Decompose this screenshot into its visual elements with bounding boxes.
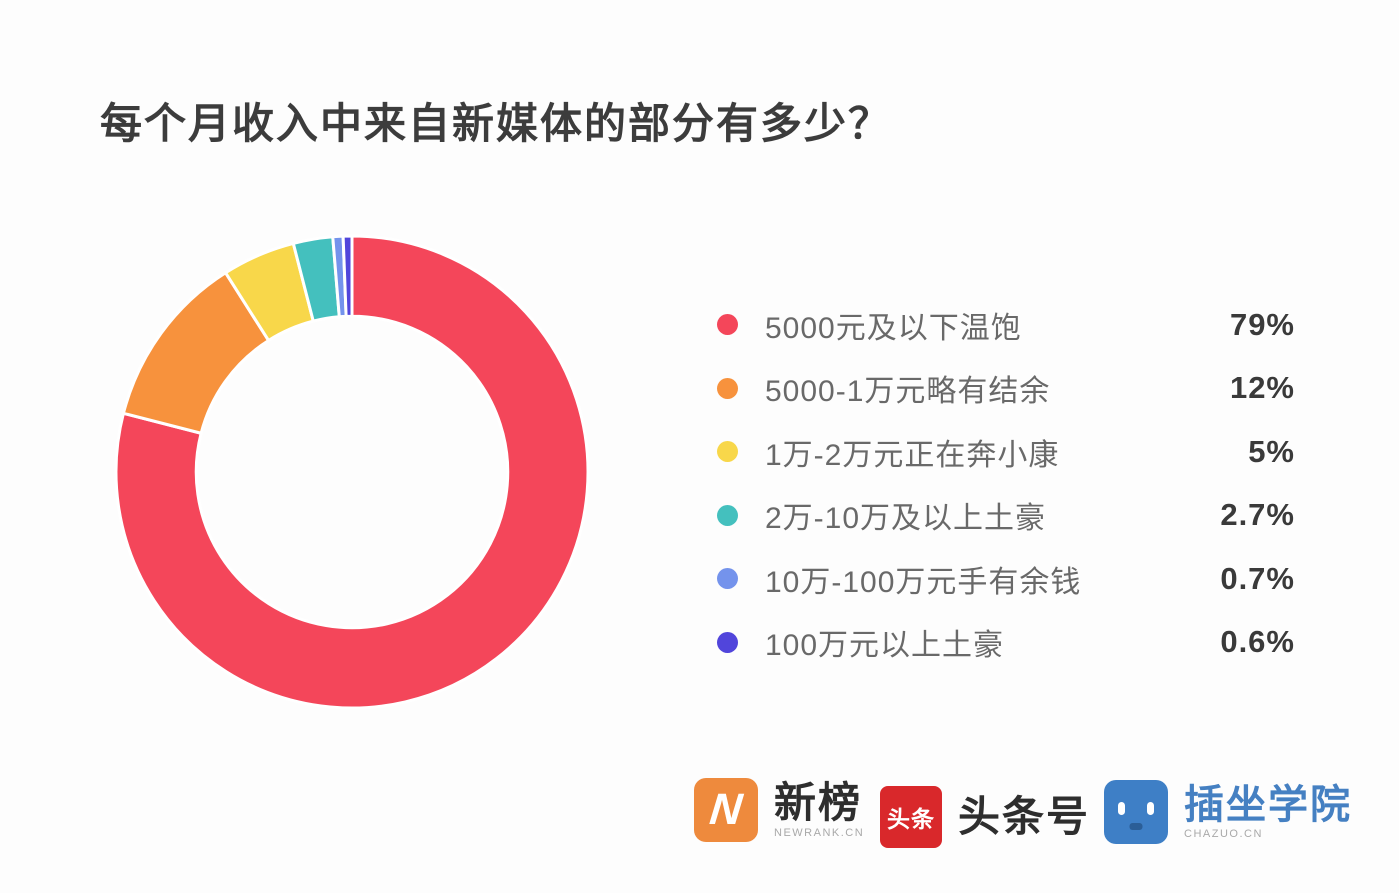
- chart-title: 每个月收入中来自新媒体的部分有多少？: [100, 100, 893, 147]
- legend-item-4: 10万-100万元手有余钱 0.7%: [717, 547, 1295, 611]
- newrank-logo-icon: N: [694, 778, 758, 842]
- legend-color-dot: [717, 314, 738, 336]
- toutiao-icon-text: 头条: [887, 806, 935, 832]
- legend-item-3: 2万-10万及以上土豪 2.7%: [717, 484, 1295, 548]
- newrank-logo: N 新榜 NEWRANK.CN: [694, 778, 864, 842]
- toutiao-logo-name: 头条号: [958, 792, 1091, 840]
- legend-value: 79%: [1229, 306, 1295, 342]
- legend-label: 1万-2万元正在奔小康: [765, 438, 1060, 472]
- legend-value: 12%: [1229, 370, 1295, 406]
- legend-label: 100万元以上土豪: [765, 629, 1005, 663]
- donut-chart-svg: [114, 234, 590, 710]
- legend-item-2: 1万-2万元正在奔小康 5%: [717, 420, 1295, 484]
- robot-mouth: [1129, 823, 1143, 830]
- legend-color-dot: [717, 568, 738, 590]
- legend-color-dot: [717, 631, 738, 653]
- legend-label: 2万-10万及以上土豪: [765, 502, 1047, 536]
- legend-color-dot: [717, 441, 738, 463]
- legend-value: 0.6%: [1220, 624, 1295, 660]
- chazuo-logo-name: 插坐学院: [1184, 783, 1352, 827]
- robot-eye-left: [1118, 802, 1125, 815]
- chazuo-logo-icon: [1104, 780, 1168, 844]
- toutiao-logo-icon: 头条: [880, 786, 942, 848]
- legend-item-1: 5000-1万元略有结余 12%: [717, 357, 1295, 421]
- legend-label: 5000元及以下温饱: [765, 311, 1022, 345]
- newrank-logo-url: NEWRANK.CN: [774, 827, 865, 840]
- chart-legend: 5000元及以下温饱 79% 5000-1万元略有结余 12% 1万-2万元正在奔小康 5…: [717, 293, 1295, 674]
- toutiao-logo: 头条 头条号: [880, 786, 1090, 848]
- chazuo-logo: 插坐学院 CHAZUO.CN: [1104, 780, 1352, 844]
- robot-eye-right: [1147, 802, 1154, 815]
- legend-value: 0.7%: [1220, 560, 1295, 596]
- legend-item-5: 100万元以上土豪 0.6%: [717, 611, 1295, 675]
- donut-segment-5: [341, 234, 354, 318]
- legend-color-dot: [717, 504, 738, 526]
- newrank-logo-name: 新榜: [774, 778, 863, 826]
- legend-label: 10万-100万元手有余钱: [765, 565, 1082, 599]
- legend-value: 5%: [1248, 433, 1295, 469]
- legend-value: 2.7%: [1220, 497, 1295, 533]
- legend-item-0: 5000元及以下温饱 79%: [717, 293, 1295, 357]
- donut-chart: [112, 232, 592, 712]
- newrank-n-glyph: N: [707, 785, 745, 834]
- legend-label: 5000-1万元略有结余: [765, 375, 1051, 409]
- chazuo-logo-url: CHAZUO.CN: [1184, 828, 1263, 840]
- donut-segment-0: [114, 234, 590, 710]
- legend-color-dot: [717, 377, 738, 399]
